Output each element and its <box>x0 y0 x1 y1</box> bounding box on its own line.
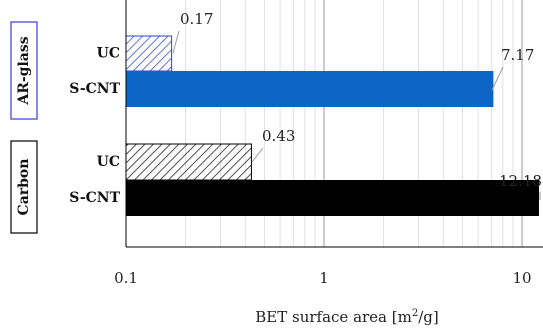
category-label: S-CNT <box>69 81 120 97</box>
x-tick-label: 1 <box>319 269 329 287</box>
data-label-leaders <box>172 30 541 200</box>
category-label: UC <box>97 46 120 62</box>
x-tick-labels: 0.1 1 10 <box>114 269 531 287</box>
group-label: AR-glass <box>16 36 32 105</box>
x-axis-label: BET surface area [m2/g] <box>255 308 438 326</box>
x-tick-label: 0.1 <box>114 269 138 287</box>
data-label: 0.17 <box>180 10 213 28</box>
data-label: 0.43 <box>262 127 295 145</box>
bar <box>126 180 539 216</box>
bar <box>126 71 494 107</box>
group-labels: AR-glass Carbon <box>10 21 38 234</box>
x-tick-label: 10 <box>512 269 531 287</box>
data-label-leader <box>172 30 180 54</box>
category-label: S-CNT <box>69 190 120 206</box>
group-label: Carbon <box>16 159 32 216</box>
group-label-frame <box>10 140 38 234</box>
data-label: 12.18 <box>499 172 542 190</box>
data-label-leader <box>491 66 504 91</box>
bars <box>125 35 539 216</box>
category-label: UC <box>97 154 120 170</box>
category-labels: UC S-CNT UC S-CNT <box>69 46 120 207</box>
data-labels: 0.17 7.17 0.43 12.18 <box>180 10 542 190</box>
data-label: 7.17 <box>501 46 534 64</box>
data-label-leader <box>251 147 264 163</box>
bar <box>125 35 173 72</box>
bar <box>125 143 252 181</box>
group-label-frame <box>10 21 38 120</box>
